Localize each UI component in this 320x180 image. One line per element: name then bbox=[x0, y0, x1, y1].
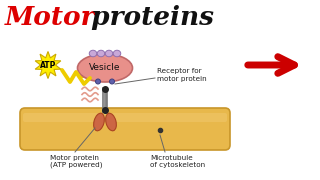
Polygon shape bbox=[35, 51, 61, 78]
FancyBboxPatch shape bbox=[23, 113, 227, 122]
FancyBboxPatch shape bbox=[20, 108, 230, 150]
Text: Motor: Motor bbox=[5, 5, 95, 30]
Ellipse shape bbox=[94, 113, 104, 131]
Text: Vesicle: Vesicle bbox=[89, 62, 121, 71]
Ellipse shape bbox=[109, 79, 115, 84]
Text: ATP: ATP bbox=[40, 60, 56, 69]
Ellipse shape bbox=[89, 50, 97, 57]
Ellipse shape bbox=[77, 54, 132, 82]
Text: Motor protein
(ATP powered): Motor protein (ATP powered) bbox=[50, 155, 102, 168]
Ellipse shape bbox=[106, 113, 116, 131]
Text: Receptor for
motor protein: Receptor for motor protein bbox=[157, 69, 207, 82]
Ellipse shape bbox=[113, 50, 121, 57]
Ellipse shape bbox=[95, 79, 100, 84]
Ellipse shape bbox=[97, 50, 105, 57]
Text: Microtubule
of cytoskeleton: Microtubule of cytoskeleton bbox=[150, 155, 205, 168]
Text: proteins: proteins bbox=[82, 5, 214, 30]
Ellipse shape bbox=[105, 50, 113, 57]
